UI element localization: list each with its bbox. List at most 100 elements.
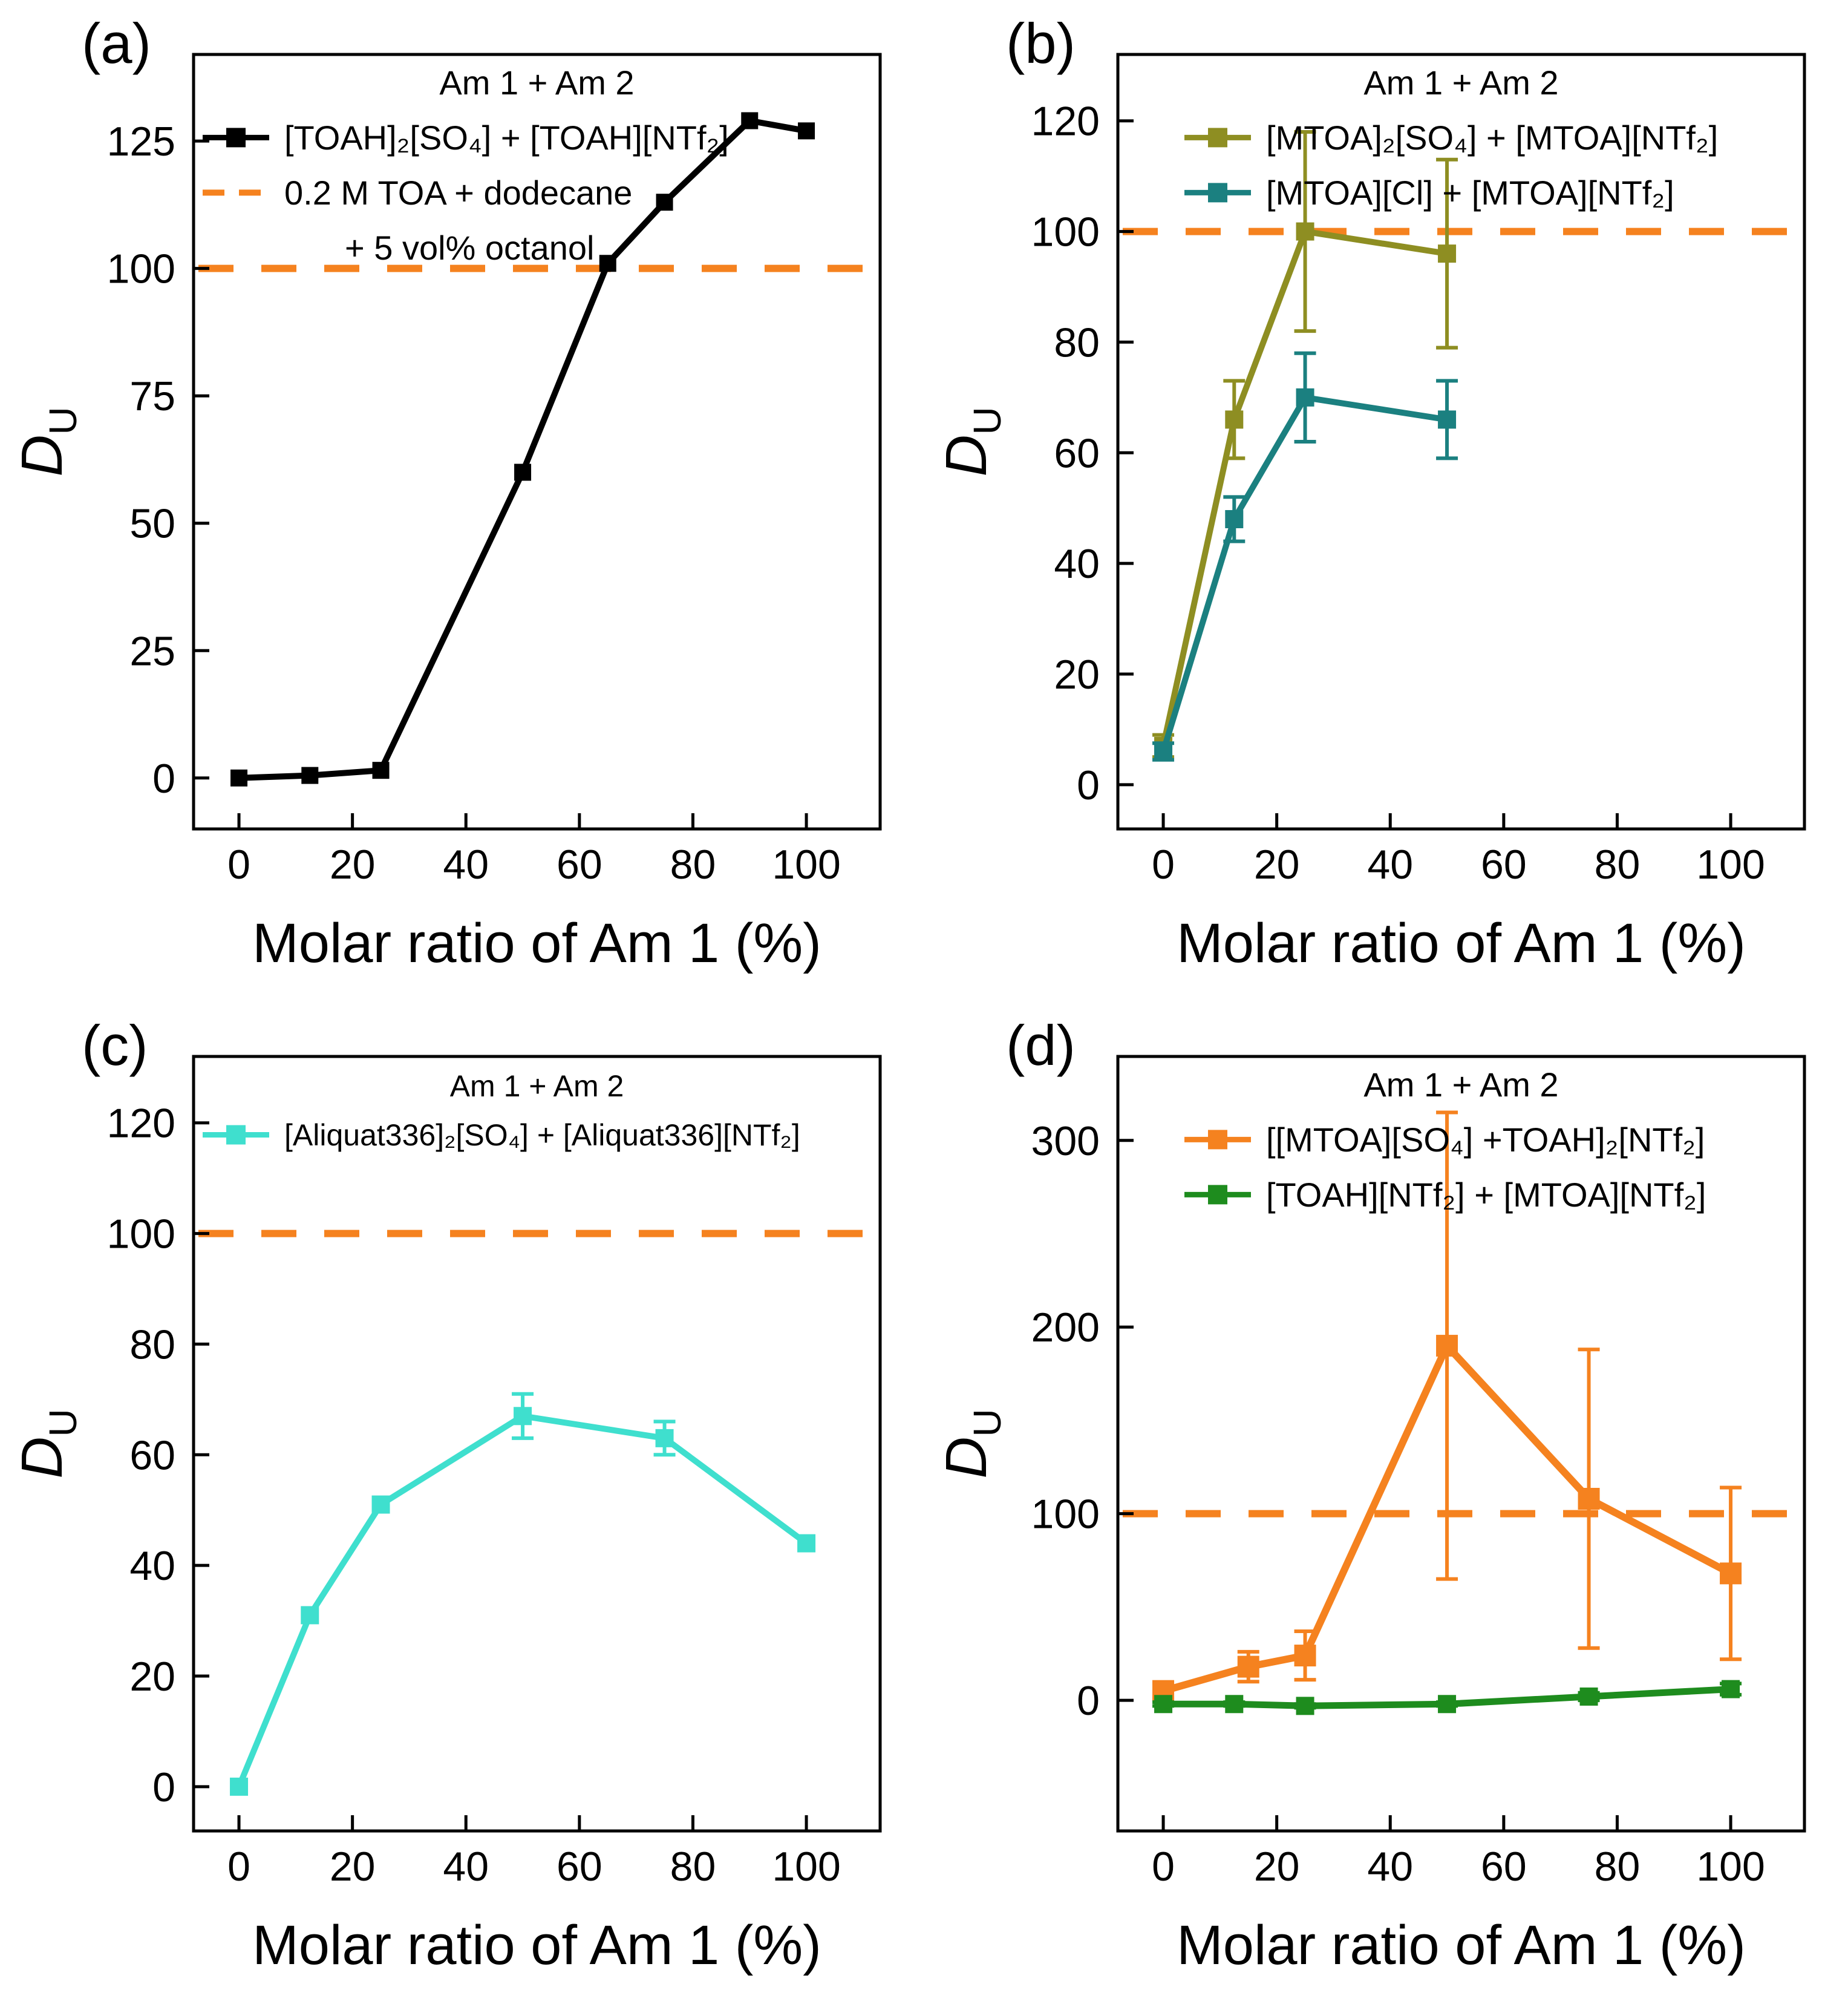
x-tick-label: 0 xyxy=(227,842,250,888)
series-line xyxy=(1160,394,1450,755)
data-marker xyxy=(1237,1655,1259,1678)
legend-label: [MTOA]₂[SO₄] + [MTOA][NTf₂] xyxy=(1266,119,1718,157)
legend-title: Am 1 + Am 2 xyxy=(1363,64,1558,102)
y-tick-label: 100 xyxy=(1031,209,1100,255)
data-marker xyxy=(1296,222,1314,241)
x-tick-label: 40 xyxy=(443,842,489,888)
data-marker xyxy=(230,769,248,787)
x-tick-label: 60 xyxy=(1481,842,1527,888)
chart-canvas-3: 0 20 40 60 80 100 0 100 200 300 Molar ratio of Am … xyxy=(934,1055,1806,1976)
y-tick-label: 20 xyxy=(129,1654,175,1700)
x-tick-label: 0 xyxy=(1152,1844,1175,1890)
x-tick-label: 0 xyxy=(227,1844,250,1890)
series-0 xyxy=(230,112,815,787)
x-tick-label: 20 xyxy=(330,842,376,888)
x-tick-label: 40 xyxy=(443,1844,489,1890)
data-marker xyxy=(301,1606,319,1625)
axes-box xyxy=(1116,53,1806,831)
y-tick-label: 60 xyxy=(129,1432,175,1478)
panel-label-b: (b) xyxy=(1006,11,1076,75)
panel-c: (c) 0 20 40 60 80 100 0 20 40 60 80 100 120 Molar rat… xyxy=(0,1002,924,2004)
y-tick-label: 125 xyxy=(107,119,175,165)
axes-box xyxy=(192,1055,882,1833)
legend-square-marker xyxy=(1208,1185,1227,1205)
x-tick-label: 20 xyxy=(1254,842,1300,888)
legend-label-line2: + 5 vol% octanol xyxy=(345,229,594,267)
x-tick-label: 80 xyxy=(1595,842,1641,888)
data-marker xyxy=(1578,1487,1600,1510)
data-marker xyxy=(514,463,532,481)
x-axis-title: Molar ratio of Am 1 (%) xyxy=(252,912,821,974)
legend-title: Am 1 + Am 2 xyxy=(450,1069,624,1103)
x-tick-label: 100 xyxy=(1696,842,1765,888)
panel-d: (d) 0 20 40 60 80 100 0 100 200 300 Molar ratio of… xyxy=(924,1002,1848,2004)
x-axis-title: Molar ratio of Am 1 (%) xyxy=(252,1914,821,1976)
y-tick-label: 100 xyxy=(107,1211,175,1257)
data-marker xyxy=(1720,1562,1742,1585)
series-0 xyxy=(1152,130,1458,759)
legend-square-marker xyxy=(226,128,246,148)
panel-b: (b) 0 20 40 60 80 100 0 20 40 60 80 100 120 Molar rat… xyxy=(924,0,1848,1002)
series-line xyxy=(1160,1686,1734,1709)
legend-label: [MTOA][Cl] + [MTOA][NTf₂] xyxy=(1266,174,1674,212)
legend-label: [Aliquat336]₂[SO₄] + [Aliquat336][NTf₂] xyxy=(284,1118,800,1152)
data-marker xyxy=(1722,1680,1740,1698)
data-marker xyxy=(1438,244,1457,263)
data-marker xyxy=(1294,1645,1316,1667)
x-tick-label: 40 xyxy=(1367,1844,1413,1890)
y-axis-title: DU xyxy=(934,407,1009,477)
data-marker xyxy=(1225,410,1244,429)
x-tick-label: 20 xyxy=(330,1844,376,1890)
x-tick-label: 40 xyxy=(1367,842,1413,888)
x-tick-label: 0 xyxy=(1152,842,1175,888)
series-line xyxy=(1160,1342,1735,1695)
legend-label: [TOAH][NTf₂] + [MTOA][NTf₂] xyxy=(1266,1176,1706,1214)
panel-label-a: (a) xyxy=(82,11,151,75)
y-tick-label: 80 xyxy=(1054,319,1100,365)
data-marker xyxy=(514,1407,532,1426)
data-marker xyxy=(798,122,815,140)
y-tick-label: 25 xyxy=(129,628,175,674)
y-tick-label: 40 xyxy=(129,1543,175,1589)
legend-square-marker xyxy=(1208,128,1227,148)
data-marker xyxy=(1296,388,1314,407)
x-tick-label: 80 xyxy=(1595,1844,1641,1890)
y-tick-label: 120 xyxy=(1031,99,1100,145)
axes-box xyxy=(1116,1055,1806,1833)
data-marker xyxy=(1296,1697,1314,1715)
series-1 xyxy=(1152,1680,1742,1715)
x-axis-title: Molar ratio of Am 1 (%) xyxy=(1177,912,1746,974)
legend-square-marker xyxy=(1208,183,1227,203)
legend-label: [[MTOA][SO₄] +TOAH]₂[NTf₂] xyxy=(1266,1121,1705,1159)
legend-square-marker xyxy=(226,1125,246,1145)
data-marker xyxy=(1436,1335,1458,1357)
data-marker xyxy=(797,1534,816,1553)
data-marker xyxy=(230,1777,249,1796)
y-tick-label: 20 xyxy=(1054,652,1100,698)
axes-box xyxy=(192,53,882,831)
y-tick-label: 120 xyxy=(107,1101,175,1147)
data-marker xyxy=(741,112,759,129)
y-tick-label: 0 xyxy=(152,1764,175,1810)
chart-canvas-2: 0 20 40 60 80 100 0 20 40 60 80 100 120 Molar ratio o… xyxy=(10,1055,882,1976)
y-axis-title: DU xyxy=(10,407,85,477)
y-tick-label: 40 xyxy=(1054,541,1100,587)
data-marker xyxy=(301,767,319,784)
x-tick-label: 80 xyxy=(670,1844,716,1890)
series-1 xyxy=(1152,351,1458,762)
legend-label: [TOAH]₂[SO₄] + [TOAH][NTf₂] xyxy=(284,119,729,157)
y-tick-label: 0 xyxy=(152,756,175,802)
legend-square-marker xyxy=(1208,1130,1227,1150)
data-marker xyxy=(1225,1695,1244,1714)
data-marker xyxy=(1579,1687,1598,1706)
x-tick-label: 80 xyxy=(670,842,716,888)
y-tick-label: 200 xyxy=(1031,1305,1100,1351)
data-marker xyxy=(1154,742,1173,761)
x-tick-label: 20 xyxy=(1254,1844,1300,1890)
data-marker xyxy=(1438,410,1457,429)
chart-canvas-1: 0 20 40 60 80 100 0 20 40 60 80 100 120 Molar ratio o… xyxy=(934,53,1806,974)
series-line xyxy=(236,117,810,781)
panel-a: (a) 0 20 40 60 80 100 0 25 50 75 100 125 Molar ratio… xyxy=(0,0,924,1002)
legend-title: Am 1 + Am 2 xyxy=(1363,1066,1558,1104)
